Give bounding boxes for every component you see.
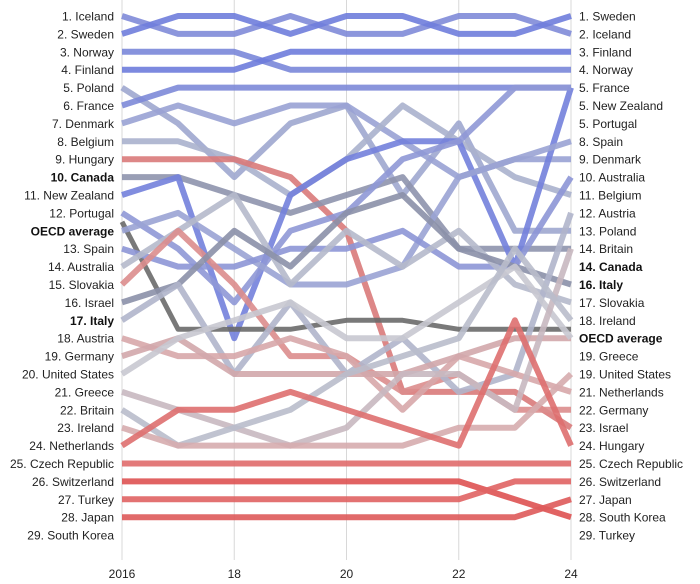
- left-label-15-slovakia: 15. Slovakia: [49, 278, 115, 292]
- right-label-18-ireland: 18. Ireland: [579, 314, 636, 328]
- left-label-4-finland: 4. Finland: [61, 63, 114, 77]
- left-label-25-czech-republic: 25. Czech Republic: [10, 457, 114, 471]
- left-label-14-australia: 14. Australia: [48, 260, 114, 274]
- right-label-19-united-states: 19. United States: [579, 368, 671, 382]
- left-label-5-poland: 5. Poland: [63, 81, 114, 95]
- series-line-czech-republic: [120, 317, 574, 449]
- series-line-spain: [121, 138, 572, 288]
- left-label-20-united-states: 20. United States: [22, 368, 114, 382]
- series-line-new-zealand: [121, 86, 574, 342]
- right-label-26-switzerland: 26. Switzerland: [579, 475, 661, 489]
- left-label-17-italy: 17. Italy: [70, 314, 114, 328]
- left-label-10-canada: 10. Canada: [51, 171, 115, 185]
- left-label-2-sweden: 2. Sweden: [57, 27, 114, 41]
- left-label-23-ireland: 23. Ireland: [57, 421, 114, 435]
- left-label-11-new-zealand: 11. New Zealand: [24, 189, 114, 203]
- series-line-iceland: [121, 13, 572, 37]
- right-label-8-spain: 8. Spain: [579, 135, 623, 149]
- x-tick-2016: 2016: [109, 567, 136, 581]
- left-label-19-germany: 19. Germany: [45, 350, 114, 364]
- gridlines: [121, 0, 572, 560]
- left-label-18-austria: 18. Austria: [57, 332, 114, 346]
- series-line-sweden: [121, 13, 572, 37]
- series-line-slovakia: [120, 192, 572, 306]
- x-tick-18: 18: [228, 567, 242, 581]
- series-line-netherlands: [121, 371, 574, 449]
- left-label-26-switzerland: 26. Switzerland: [32, 475, 114, 489]
- series-line-canada: [122, 174, 571, 252]
- right-label-14-canada: 14. Canada: [579, 260, 643, 274]
- right-label-24-hungary: 24. Hungary: [579, 439, 644, 453]
- left-label-6-france: 6. France: [63, 99, 114, 113]
- right-label-28-south-korea: 28. South Korea: [579, 511, 666, 525]
- left-label-9-hungary: 9. Hungary: [55, 153, 114, 167]
- left-label-24-netherlands: 24. Netherlands: [29, 439, 114, 453]
- left-label-12-portugal: 12. Portugal: [49, 206, 114, 220]
- x-tick-20: 20: [340, 567, 354, 581]
- left-label-1-iceland: 1. Iceland: [62, 10, 114, 24]
- series-line-norway: [122, 48, 571, 73]
- right-label-1-sweden: 1. Sweden: [579, 10, 636, 24]
- right-label-10-australia: 10. Australia: [579, 171, 645, 185]
- series-line-south-korea: [122, 496, 572, 521]
- series-line-italy: [121, 192, 572, 306]
- right-label-22-germany: 22. Germany: [579, 403, 648, 417]
- right-label-27-japan: 27. Japan: [579, 493, 632, 507]
- right-label-12-austria: 12. Austria: [579, 206, 636, 220]
- right-label-9-denmark: 9. Denmark: [579, 153, 642, 167]
- right-label-29-turkey: 29. Turkey: [579, 529, 635, 543]
- left-label-22-britain: 22. Britain: [60, 403, 114, 417]
- left-label-29-south-korea: 29. South Korea: [27, 529, 114, 543]
- right-label-21-netherlands: 21. Netherlands: [579, 385, 664, 399]
- right-label-4-norway: 4. Norway: [579, 63, 633, 77]
- x-tick-22: 22: [452, 567, 466, 581]
- right-label-14-britain: 14. Britain: [579, 242, 633, 256]
- left-label-oecd-average: OECD average: [31, 224, 115, 238]
- right-label-11-belgium: 11. Belgium: [579, 189, 641, 203]
- x-axis-ticks: 2016 18 20 22 24: [109, 567, 578, 581]
- right-label-5-new-zealand: 5. New Zealand: [579, 99, 663, 113]
- right-label-16-italy: 16. Italy: [579, 278, 623, 292]
- right-rank-labels: 1. Sweden 2. Iceland 3. Finland 4. Norway 5.…: [579, 10, 683, 543]
- left-label-21-greece: 21. Greece: [55, 385, 115, 399]
- series-line-turkey: [122, 478, 572, 521]
- series-lines: [119, 13, 574, 521]
- series-line-britain: [121, 247, 574, 449]
- right-label-23-israel: 23. Israel: [579, 421, 628, 435]
- right-label-2-iceland: 2. Iceland: [579, 27, 631, 41]
- right-label-19-greece: 19. Greece: [579, 350, 639, 364]
- right-label-oecd-average: OECD average: [579, 332, 663, 346]
- left-label-13-spain: 13. Spain: [63, 242, 114, 256]
- series-line-ireland: [120, 245, 574, 449]
- right-label-17-slovakia: 17. Slovakia: [579, 296, 645, 310]
- left-label-3-norway: 3. Norway: [60, 45, 114, 59]
- right-label-5-france: 5. France: [579, 81, 630, 95]
- left-rank-labels: 1. Iceland 2. Sweden 3. Norway 4. Finland 5.…: [10, 10, 115, 543]
- right-label-13-poland: 13. Poland: [579, 224, 636, 238]
- right-label-5-portugal: 5. Portugal: [579, 117, 637, 131]
- left-label-28-japan: 28. Japan: [61, 511, 114, 525]
- right-label-3-finland: 3. Finland: [579, 45, 632, 59]
- right-label-25-czech-republic: 25. Czech Republic: [579, 457, 683, 471]
- series-line-france: [121, 84, 571, 109]
- x-tick-24: 24: [564, 567, 578, 581]
- left-label-8-belgium: 8. Belgium: [57, 135, 114, 149]
- left-label-27-turkey: 27. Turkey: [58, 493, 114, 507]
- left-label-7-denmark: 7. Denmark: [52, 117, 115, 131]
- series-line-finland: [122, 48, 571, 73]
- series-line-japan: [122, 478, 571, 503]
- left-label-16-israel: 16. Israel: [65, 296, 114, 310]
